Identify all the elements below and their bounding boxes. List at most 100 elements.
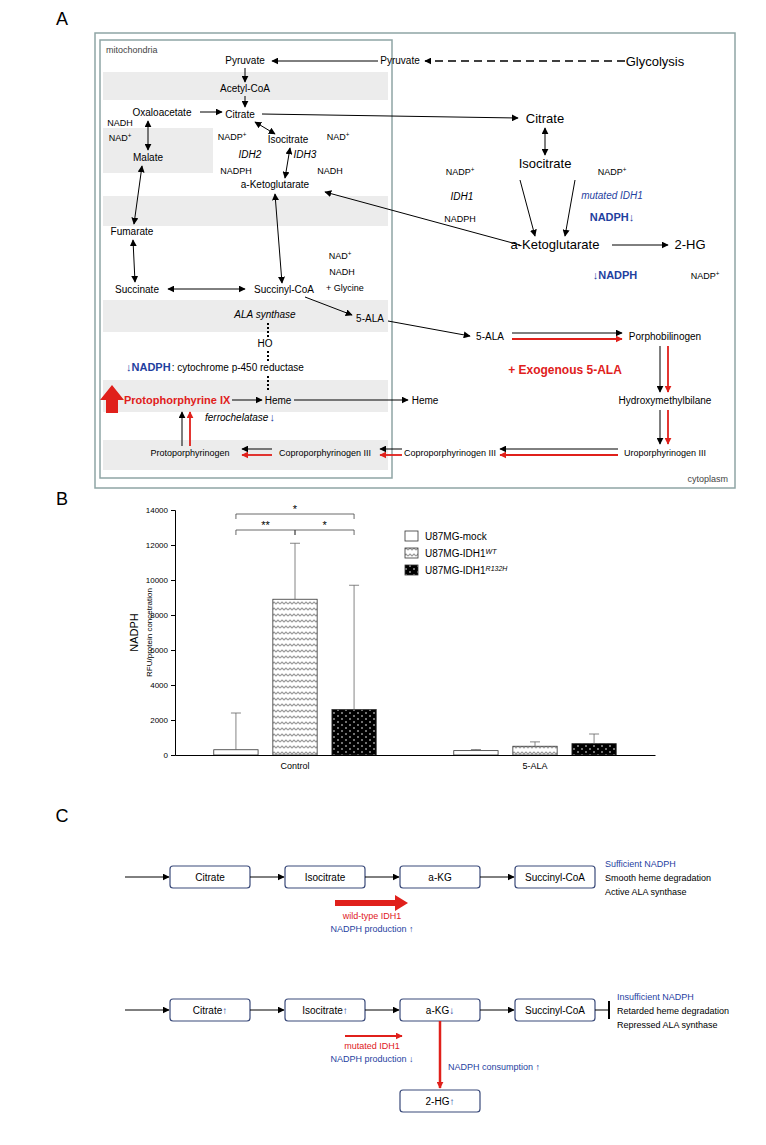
node-label: Uroporphyrinogen III	[624, 448, 706, 458]
flow-box-label: a-KG↓	[426, 1005, 454, 1016]
arrow	[250, 877, 284, 878]
arrow	[345, 1035, 402, 1037]
arrow	[365, 1010, 399, 1011]
arrow	[480, 1010, 514, 1011]
box-text: Succinyl-CoA	[525, 1005, 585, 1016]
arrow	[388, 321, 470, 336]
bar-chart: 02000400060008000100001200014000Control5…	[128, 503, 656, 771]
bar	[332, 710, 376, 756]
node-label: Pyruvate	[380, 55, 420, 66]
node-label: Heme	[412, 395, 439, 406]
box-text: Succinyl-CoA	[525, 872, 585, 883]
flow-box	[515, 866, 595, 888]
y-tick-mark	[171, 720, 175, 721]
node-label: NADP+	[218, 131, 247, 143]
arrow	[267, 323, 269, 337]
box-change: ↓	[449, 1005, 454, 1016]
node-label: Protophorphyrine IX	[124, 394, 231, 406]
arrow	[250, 1010, 284, 1011]
arrow	[500, 449, 618, 450]
panel-label: C	[56, 806, 69, 826]
arrow	[242, 454, 272, 456]
box-text: Citrate	[193, 1005, 223, 1016]
node-label: + Exogenous 5-ALA	[508, 363, 622, 377]
flow-box	[400, 999, 480, 1021]
node-label: Isocitrate	[268, 134, 309, 145]
bar	[214, 750, 258, 755]
box-text: Isocitrate	[302, 1005, 343, 1016]
y-tick-mark	[171, 685, 175, 686]
error-cap	[471, 749, 481, 750]
legend-swatch	[405, 531, 418, 541]
node-label: a-Ketoglutarate	[241, 179, 310, 190]
error-cap	[349, 585, 359, 586]
y-tick: 0	[164, 751, 175, 760]
flow-box	[400, 866, 480, 888]
cytoplasm-box	[95, 33, 735, 488]
error-bar	[354, 585, 355, 709]
node-label: Fumarate	[111, 226, 154, 237]
flow-box-label: Isocitrate↑	[302, 1005, 348, 1016]
arrow	[325, 192, 520, 245]
node-label: IDH2	[239, 149, 262, 160]
error-bar	[594, 734, 595, 744]
flow-box-label: a-KG	[428, 872, 452, 883]
y-tick-label: 10000	[146, 576, 169, 585]
x-axis-line	[176, 755, 656, 756]
y-tick-mark	[171, 510, 175, 511]
arrow	[365, 877, 399, 878]
x-tick: 5-ALA	[522, 755, 547, 771]
node-label: NADPH	[444, 214, 476, 224]
error-cap	[231, 713, 241, 714]
x-tick-label: 5-ALA	[522, 761, 547, 771]
enzyme-arrow	[335, 895, 408, 911]
arrow	[245, 96, 246, 107]
arrow	[255, 122, 275, 134]
error-bar	[295, 543, 296, 599]
node-label: NADH	[107, 118, 133, 128]
flow-box-label: 2-HG↑	[426, 1096, 455, 1107]
panel-label: B	[56, 489, 68, 509]
outcome-label: Smooth heme degradation	[605, 873, 711, 883]
box-change: ↑	[222, 1005, 227, 1016]
arrow	[125, 1010, 169, 1011]
flow-box-label: Succinyl-CoA	[525, 1005, 585, 1016]
y-tick-label: 4000	[150, 681, 168, 690]
box-change: ↑	[449, 1096, 454, 1107]
node-label: Heme	[265, 395, 292, 406]
compartment-label: mitochondria	[106, 45, 158, 55]
outcome-label: Insufficient NADPH	[617, 992, 694, 1002]
box-change: ↑	[343, 1005, 348, 1016]
arrow	[200, 112, 222, 113]
enzyme-label: wild-type IDH1	[342, 911, 402, 921]
error-bar	[235, 713, 236, 750]
box-text: a-KG	[428, 872, 452, 883]
node-label: NAD+	[329, 250, 352, 262]
y-tick: 14000	[146, 506, 175, 515]
y-tick-mark	[171, 755, 175, 756]
arrow	[134, 166, 142, 224]
arrow	[285, 148, 290, 178]
node-label: NAD+	[109, 132, 132, 144]
panel-label: A	[56, 9, 68, 29]
node-label: : cytochrome p-450 reductase	[172, 362, 305, 373]
flow-box-label: Citrate↑	[193, 1005, 227, 1016]
outcome-label: Active ALA synthase	[605, 887, 687, 897]
significance-label: **	[261, 519, 270, 531]
arrow	[660, 410, 661, 444]
node-label: NADPH↓	[590, 211, 635, 223]
error-cap	[290, 543, 300, 544]
node-label: Succinate	[115, 284, 159, 295]
flow-box	[400, 1090, 480, 1112]
node-label: IDH1	[451, 191, 474, 202]
figure: ABCmitochondriacytoplasmPyruvatePyruvate…	[0, 0, 766, 1145]
arrow	[232, 400, 262, 401]
arrow	[305, 297, 352, 315]
effect-label: NADPH consumption ↑	[448, 1062, 540, 1072]
flow-box	[170, 999, 250, 1021]
membrane-band	[103, 300, 388, 332]
enzyme-label: mutated IDH1	[344, 1041, 400, 1051]
arrow	[189, 412, 191, 446]
node-label: 5-ALA	[356, 313, 384, 324]
error-cap	[589, 734, 599, 735]
